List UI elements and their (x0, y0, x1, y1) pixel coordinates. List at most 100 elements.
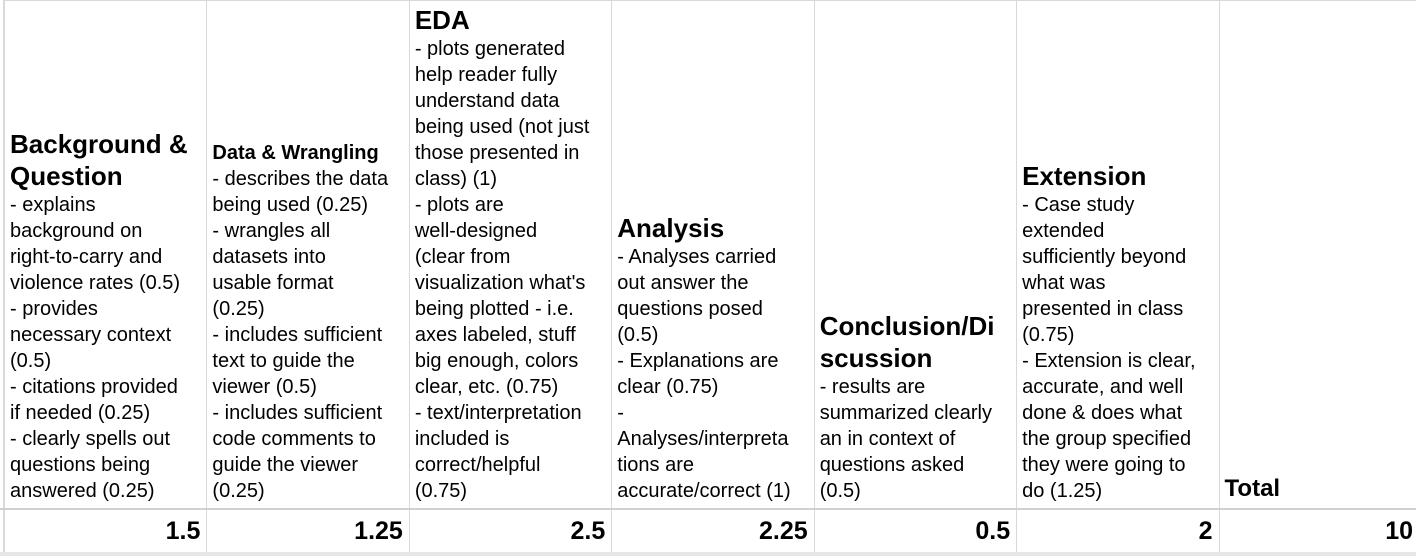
description-line: - describes the data (212, 167, 389, 190)
description-line: help reader fully (414, 63, 558, 86)
score-cell-total[interactable]: 10 (1218, 507, 1416, 555)
description-line: sufficiently beyond (1022, 245, 1187, 268)
description-line: - Extension is clear, (1022, 349, 1196, 372)
description-line: visualization what's (414, 271, 586, 294)
title-line: Conclusion/Di (819, 310, 995, 341)
criteria-cell-extension[interactable]: Extension - Case study extended sufficie… (1016, 0, 1220, 509)
description-line: datasets into (212, 245, 326, 268)
description-line: out answer the (617, 271, 749, 294)
description-line: - results are (819, 375, 926, 398)
criteria-title: Analysis (617, 212, 808, 244)
description-line: viewer (0.5) (212, 375, 317, 398)
criteria-title: Total (1225, 474, 1414, 504)
score-row: 1.5 1.25 2.5 2.25 0.5 2 10 (3, 507, 1416, 555)
description-line: usable format (212, 271, 334, 294)
description-line: - explains (10, 193, 96, 216)
title-line: Background & (10, 128, 188, 159)
description-line: clear (0.75) (617, 375, 719, 398)
title-line: Question (10, 160, 123, 191)
score-cell-data-wrangling[interactable]: 1.25 (206, 507, 410, 555)
description-line: - plots generated (414, 37, 565, 60)
description-line: (0.75) (1022, 323, 1075, 346)
title-line: Total (1224, 474, 1281, 502)
description-line: presented in class (1022, 297, 1184, 320)
description-line: an in context of (819, 427, 956, 450)
criteria-title: Extension (1022, 160, 1213, 192)
score-cell-analysis[interactable]: 2.25 (611, 507, 815, 555)
description-line: do (1.25) (1022, 479, 1103, 502)
title-line: Analysis (617, 212, 725, 243)
criteria-cell-analysis[interactable]: Analysis - Analyses carried out answer t… (611, 0, 815, 509)
description-line: answered (0.25) (10, 479, 155, 502)
description-line: tions are (617, 453, 694, 476)
score-cell-background-question[interactable]: 1.5 (3, 507, 208, 555)
description-line: big enough, colors (414, 349, 579, 372)
description-line: if needed (0.25) (10, 401, 151, 424)
description-line: they were going to (1022, 453, 1186, 476)
description-line: - provides (10, 297, 98, 320)
description-line: understand data (414, 89, 560, 112)
description-line: (0.75) (414, 479, 468, 502)
description-line: (0.5) (10, 349, 52, 372)
description-line: what was (1022, 271, 1106, 294)
description-line: being plotted - i.e. (414, 297, 574, 320)
rubric-table: Background & Question - explains backgro… (3, 0, 1416, 555)
criteria-cell-eda[interactable]: EDA - plots generated help reader fully … (408, 0, 613, 509)
row-separator (0, 508, 4, 510)
description-line: - Explanations are (617, 349, 779, 372)
title-line: EDA (414, 4, 470, 35)
description-line: - wrangles all (212, 219, 331, 242)
description-line: summarized clearly (819, 401, 992, 424)
description-line: correct/helpful (414, 453, 541, 476)
description-line: well-designed (414, 219, 538, 242)
description-line: - includes sufficient (212, 401, 383, 424)
description-line: (0.5) (819, 479, 861, 502)
description-line: text to guide the (212, 349, 355, 372)
description-line: - Analyses carried (617, 245, 777, 268)
description-line: (0.5) (617, 323, 659, 346)
criteria-description: - explains background on right-to-carry … (10, 192, 201, 504)
description-line: - includes sufficient (212, 323, 383, 346)
description-line: done & does what (1022, 401, 1183, 424)
score-cell-eda[interactable]: 2.5 (408, 507, 613, 555)
criteria-title: Conclusion/Di scussion (820, 310, 1011, 374)
criteria-cell-background-question[interactable]: Background & Question - explains backgro… (3, 0, 208, 509)
description-line: the group specified (1022, 427, 1192, 450)
criteria-cell-total[interactable]: Total (1218, 0, 1416, 509)
title-line: Data & Wrangling (212, 141, 379, 164)
score-cell-extension[interactable]: 2 (1016, 507, 1220, 555)
description-line: - clearly spells out (10, 427, 171, 450)
bottom-border (0, 552, 1416, 556)
description-line: clear, etc. (0.75) (414, 375, 559, 398)
criteria-title: Background & Question (10, 128, 201, 192)
description-line: (0.25) (212, 297, 265, 320)
title-line: Extension (1022, 160, 1147, 191)
description-line: - citations provided (10, 375, 178, 398)
description-line: guide the viewer (212, 453, 359, 476)
criteria-description: - Case study extended sufficiently beyon… (1022, 192, 1213, 504)
criteria-description: - plots generated help reader fully unde… (415, 36, 606, 504)
row-header-edge (0, 0, 4, 556)
description-line: accurate/correct (1) (617, 479, 791, 502)
description-line: those presented in (414, 141, 580, 164)
description-line: extended (1022, 219, 1105, 242)
description-line: being used (not just (414, 115, 590, 138)
description-line: - plots are (414, 193, 504, 216)
criteria-cell-conclusion-discussion[interactable]: Conclusion/Di scussion - results are sum… (813, 0, 1018, 509)
description-line: class) (1) (414, 167, 498, 190)
description-line: right-to-carry and (10, 245, 163, 268)
description-line: questions posed (617, 297, 763, 320)
description-line: accurate, and well (1022, 375, 1184, 398)
score-cell-conclusion-discussion[interactable]: 0.5 (813, 507, 1018, 555)
criteria-title: Data & Wrangling (212, 140, 403, 166)
criteria-row: Background & Question - explains backgro… (3, 0, 1416, 509)
description-line: included is (414, 427, 510, 450)
description-line: (0.25) (212, 479, 265, 502)
description-line: background on (10, 219, 143, 242)
criteria-cell-data-wrangling[interactable]: Data & Wrangling - describes the data be… (206, 0, 410, 509)
description-line: code comments to (212, 427, 376, 450)
criteria-description: - describes the data being used (0.25) -… (212, 166, 403, 504)
description-line: axes labeled, stuff (414, 323, 576, 346)
title-line: scussion (819, 342, 933, 373)
description-line: necessary context (10, 323, 172, 346)
